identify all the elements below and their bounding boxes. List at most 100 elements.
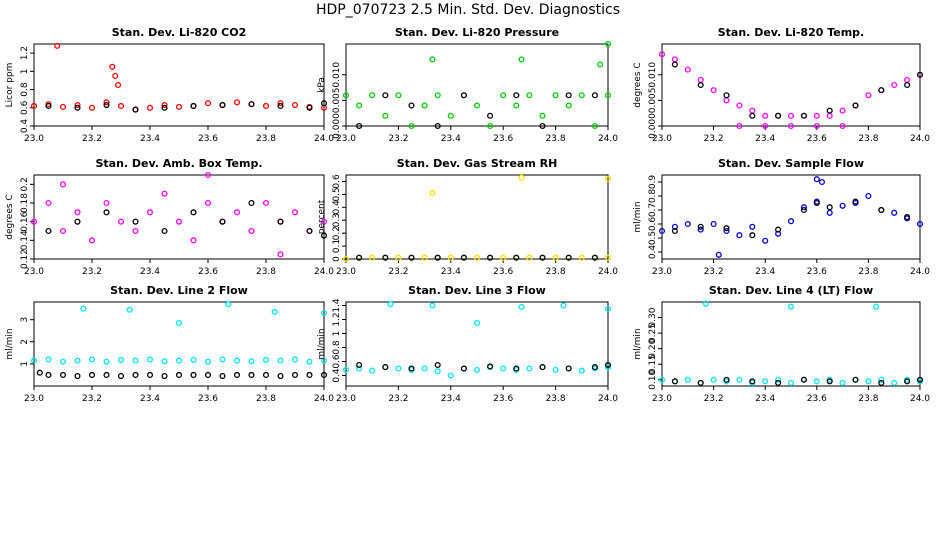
- data-point: [30, 218, 38, 225]
- data-point: [736, 232, 743, 239]
- data-point: [487, 122, 494, 130]
- x-tick-label: 23.2: [388, 267, 408, 277]
- data-point: [565, 102, 572, 109]
- data-point: [447, 112, 454, 119]
- x-tick-label: 23.2: [704, 134, 724, 144]
- x-tick-label: 24.0: [314, 394, 334, 404]
- data-point: [369, 92, 376, 99]
- data-point: [473, 366, 481, 373]
- data-point: [233, 99, 241, 106]
- data-point: [671, 378, 678, 385]
- data-point: [225, 301, 232, 308]
- data-point: [395, 254, 402, 261]
- data-point: [904, 76, 911, 83]
- y-tick-label: 0.15: [648, 354, 658, 374]
- data-point: [45, 102, 52, 110]
- data-point: [852, 376, 859, 383]
- data-point: [146, 104, 154, 111]
- data-point: [190, 237, 197, 244]
- data-point: [891, 209, 898, 216]
- y-tick-label: 0.3: [332, 213, 342, 227]
- y-tick-label: 0.12: [20, 249, 30, 269]
- data-point: [277, 373, 284, 380]
- x-tick-label: 24.0: [910, 394, 930, 404]
- data-point: [839, 379, 846, 386]
- data-point: [54, 42, 61, 49]
- data-point: [117, 356, 125, 363]
- data-point: [103, 209, 110, 216]
- data-point: [161, 190, 168, 197]
- data-point: [434, 361, 441, 369]
- data-point: [710, 220, 717, 228]
- y-tick-label: 0.2: [332, 226, 342, 240]
- data-point: [132, 371, 139, 378]
- data-point: [161, 227, 168, 235]
- data-point: [723, 92, 730, 99]
- data-point: [74, 218, 81, 225]
- data-point: [117, 218, 125, 225]
- data-point: [715, 251, 722, 258]
- data-point: [30, 102, 38, 110]
- data-point: [395, 92, 402, 99]
- data-point: [513, 254, 520, 261]
- x-tick-label: 23.6: [807, 394, 827, 404]
- data-point: [891, 81, 898, 89]
- x-tick-label: 23.4: [441, 134, 461, 144]
- x-tick-label: 23.4: [140, 134, 160, 144]
- data-point: [356, 254, 363, 261]
- data-point: [45, 199, 52, 207]
- data-point: [852, 198, 859, 205]
- data-point: [865, 92, 872, 99]
- data-point: [103, 199, 110, 207]
- data-point: [710, 376, 717, 383]
- y-tick-label: 0.4: [20, 119, 30, 134]
- data-point: [518, 303, 525, 310]
- data-point: [408, 254, 415, 261]
- data-point: [473, 319, 481, 327]
- data-point: [88, 356, 96, 363]
- x-tick-label: 23.2: [82, 134, 102, 144]
- data-point: [518, 56, 525, 63]
- y-tick-label: 0.6: [20, 100, 30, 115]
- data-point: [697, 223, 704, 230]
- plot-frame: [661, 301, 921, 387]
- data-point: [320, 100, 328, 107]
- data-point: [421, 365, 428, 372]
- data-point: [204, 171, 212, 179]
- x-tick-label: 23.4: [755, 267, 775, 277]
- data-point: [387, 301, 394, 308]
- data-point: [320, 371, 328, 378]
- data-point: [233, 209, 241, 216]
- data-point: [658, 51, 666, 58]
- data-point: [513, 365, 520, 372]
- data-point: [552, 366, 559, 373]
- data-point: [342, 255, 350, 263]
- data-point: [604, 364, 612, 371]
- data-point: [146, 209, 154, 216]
- data-point: [74, 101, 81, 109]
- data-point: [723, 225, 730, 232]
- x-tick-label: 23.2: [82, 394, 102, 404]
- data-point: [813, 378, 820, 385]
- x-tick-label: 23.8: [546, 267, 566, 277]
- data-point: [59, 103, 67, 110]
- data-point: [277, 357, 284, 364]
- data-point: [291, 209, 299, 216]
- data-point: [132, 227, 139, 235]
- data-point: [878, 376, 885, 383]
- data-point: [382, 112, 389, 119]
- y-tick-label: 1: [20, 361, 30, 367]
- data-point: [513, 92, 520, 99]
- data-point: [175, 371, 183, 378]
- data-point: [723, 227, 730, 235]
- data-point: [306, 371, 313, 378]
- data-point: [878, 379, 885, 386]
- data-point: [826, 107, 833, 114]
- y-tick-label: 0.4: [332, 368, 342, 383]
- data-point: [684, 220, 691, 228]
- data-point: [421, 102, 428, 109]
- data-point: [787, 218, 795, 225]
- y-tick-label: 0.25: [648, 323, 658, 343]
- chart-title: Stan. Dev. Sample Flow: [718, 157, 864, 170]
- chart-title: Stan. Dev. Li-820 Temp.: [718, 26, 864, 39]
